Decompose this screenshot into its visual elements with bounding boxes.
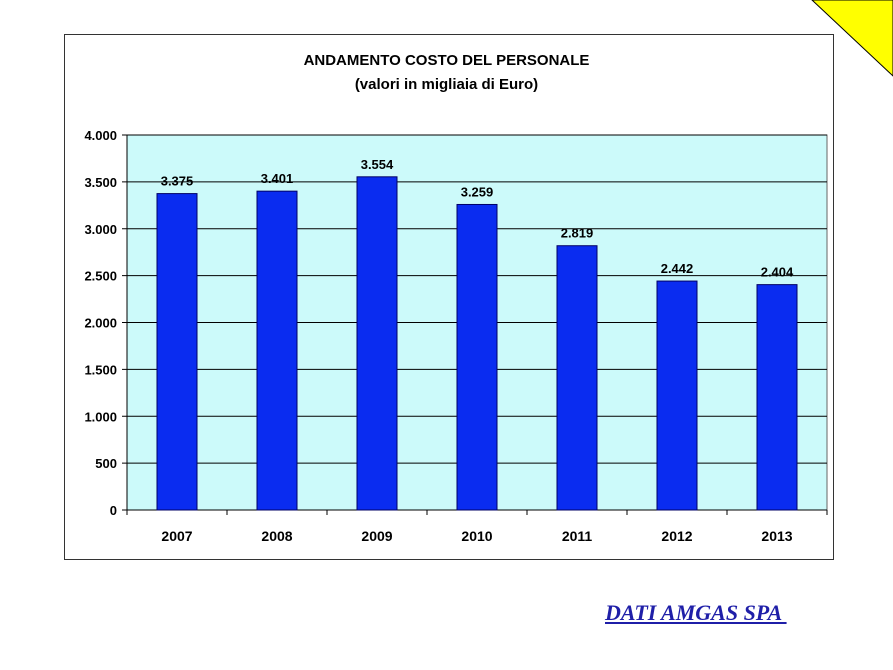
chart-subtitle: (valori in migliaia di Euro) [354,76,539,93]
data-label: 2.819 [561,226,594,241]
y-tick-label: 2.500 [84,269,117,284]
data-label: 3.375 [161,174,194,189]
x-tick-label: 2009 [361,528,392,544]
y-tick-label: 1.000 [84,409,117,424]
y-tick-label: 2.000 [84,316,117,331]
bar-2008 [256,190,298,511]
bar-2007 [156,193,198,511]
bar-2011 [556,245,598,511]
data-label: 3.554 [361,157,394,172]
data-label: 3.259 [461,184,494,199]
y-tick-label: 4.000 [84,128,117,143]
chart-title: ANDAMENTO COSTO DEL PERSONALE [303,52,590,69]
y-tick-label: 3.000 [84,222,117,237]
bar-2013 [756,284,798,511]
y-tick-label: 3.500 [84,175,117,190]
source-link[interactable]: DATI AMGAS SPA [605,600,787,625]
y-tick-label: 0 [110,503,117,518]
data-label: 2.404 [761,265,794,280]
x-tick-label: 2012 [661,528,692,544]
x-tick-label: 2011 [562,528,593,544]
y-tick-label: 1.500 [84,362,117,377]
y-tick-label: 500 [95,456,117,471]
bar-2012 [656,280,698,511]
x-tick-label: 2008 [261,528,292,544]
data-label: 2.442 [661,261,694,276]
data-label: 3.401 [261,171,294,186]
bar-2009 [356,176,398,511]
x-tick-label: 2010 [461,528,492,544]
x-tick-label: 2013 [761,528,792,544]
bar-2010 [456,203,498,511]
x-tick-label: 2007 [161,528,192,544]
